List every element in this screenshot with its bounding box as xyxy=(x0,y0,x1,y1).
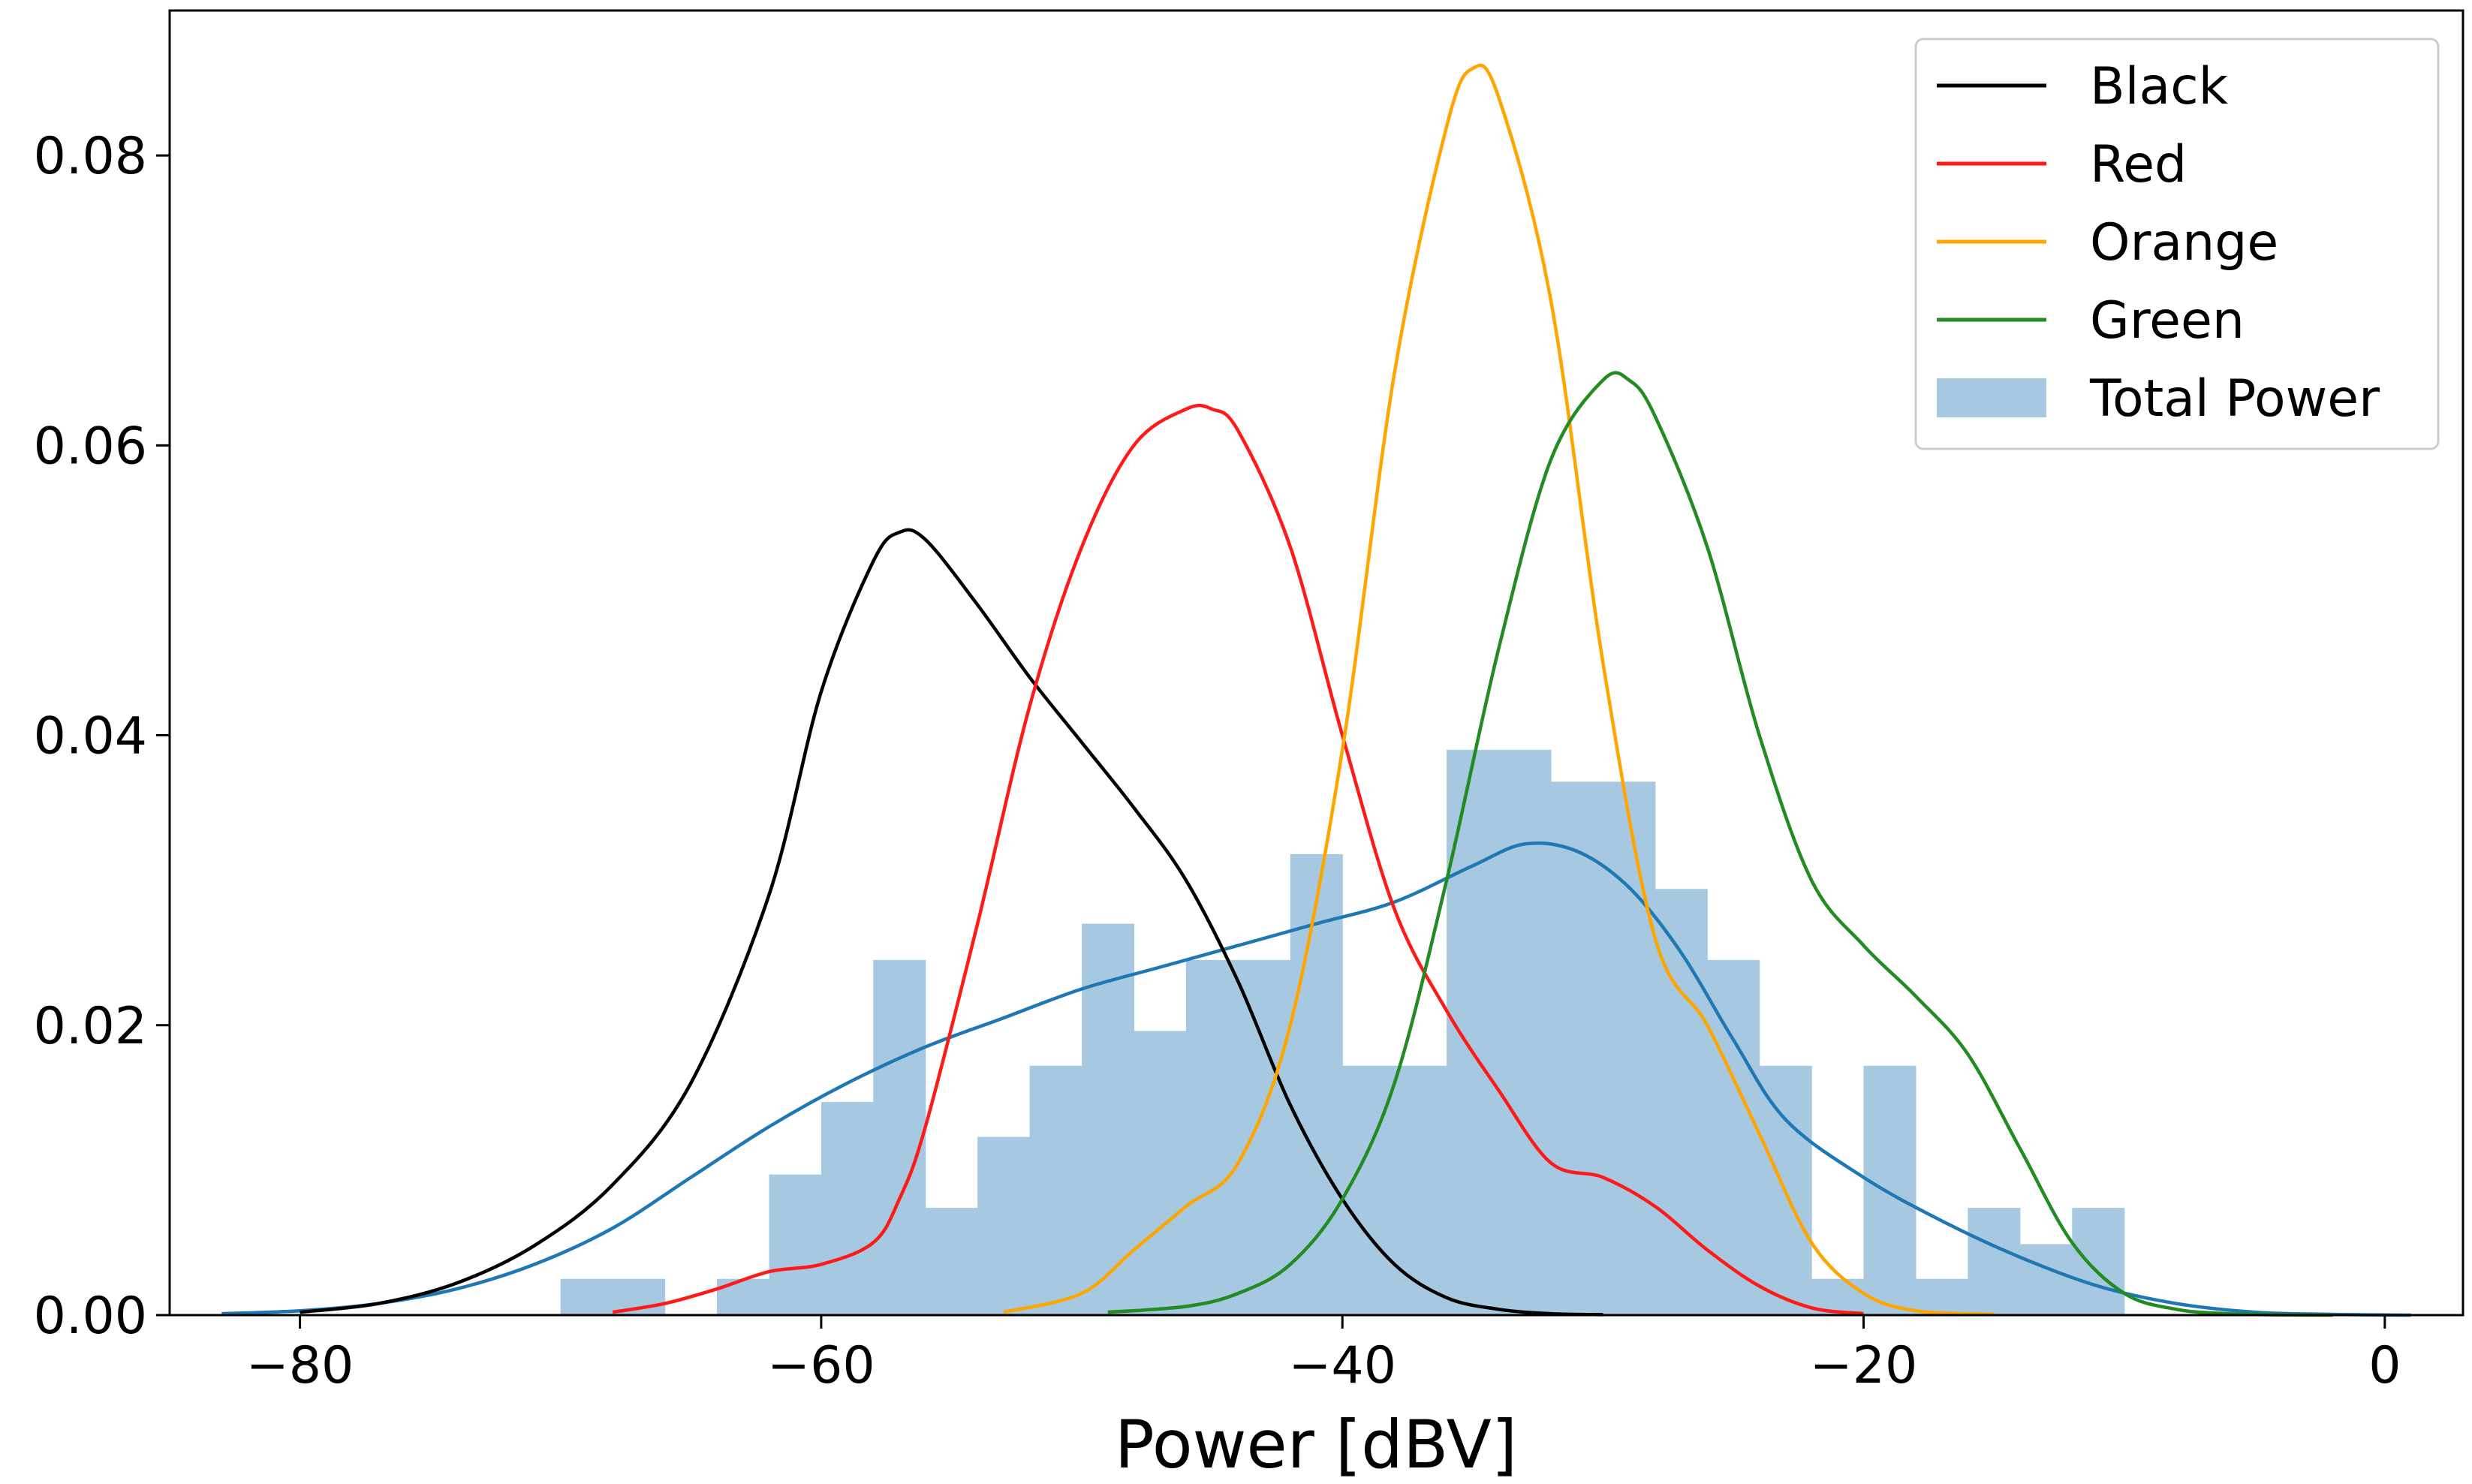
hist-bar xyxy=(1238,959,1291,1315)
y-axis: 0.00 0.02 0.04 0.06 0.08 xyxy=(34,127,170,1346)
hist-bar xyxy=(1863,1065,1916,1315)
y-tick-label: 0.08 xyxy=(34,127,147,186)
hist-bar xyxy=(1029,1065,1082,1315)
hist-bar xyxy=(1707,959,1760,1315)
x-tick-label: −40 xyxy=(1288,1336,1396,1395)
legend-swatch-total-power xyxy=(1937,378,2046,417)
y-tick-label: 0.06 xyxy=(34,417,147,476)
x-axis: −80 −60 −40 −20 0 xyxy=(246,1315,2401,1395)
hist-bar xyxy=(2019,1244,2073,1315)
orange-line xyxy=(1003,63,1995,1317)
hist-bar xyxy=(925,1208,978,1315)
legend-box xyxy=(1914,38,2440,450)
x-tick-label: −20 xyxy=(1810,1336,1918,1395)
hist-bar xyxy=(560,1278,613,1315)
legend-label-red: Red xyxy=(2090,135,2187,194)
legend-label-green: Green xyxy=(2090,291,2245,351)
hist-bar xyxy=(1185,959,1239,1315)
legend: Black Red Orange Green Total Power xyxy=(1914,38,2440,450)
hist-bar xyxy=(977,1136,1031,1315)
plot-frame xyxy=(168,9,2464,1317)
hist-bar xyxy=(1968,1208,2021,1315)
y-tick-label: 0.04 xyxy=(34,707,147,766)
hist-bar xyxy=(2072,1208,2125,1315)
legend-label-black: Black xyxy=(2090,57,2229,116)
hist-bar xyxy=(873,959,926,1315)
x-axis-label: Power [dBV] xyxy=(1115,1406,1517,1483)
hist-bar xyxy=(769,1174,822,1315)
hist-bar xyxy=(1603,781,1656,1315)
black-line xyxy=(300,528,1603,1317)
density-lines xyxy=(221,63,2411,1317)
legend-label-total-power: Total Power xyxy=(2089,369,2380,429)
y-tick-label: 0.00 xyxy=(34,1287,147,1346)
legend-label-orange: Orange xyxy=(2090,213,2278,272)
hist-bar xyxy=(1550,781,1603,1315)
hist-bar xyxy=(1394,1065,1447,1315)
green-line xyxy=(1107,371,2333,1317)
hist-bar xyxy=(717,1278,769,1315)
hist-bar xyxy=(1134,1031,1187,1315)
x-tick-label: −80 xyxy=(246,1336,354,1395)
hist-bar xyxy=(820,1102,874,1315)
hist-bar xyxy=(1498,749,1552,1315)
hist-bar xyxy=(1082,923,1135,1315)
red-line xyxy=(612,403,1864,1316)
x-tick-label: 0 xyxy=(2368,1336,2401,1395)
y-tick-label: 0.02 xyxy=(34,997,147,1056)
total-power-kde-line xyxy=(221,841,2411,1317)
x-tick-label: −60 xyxy=(767,1336,875,1395)
hist-bar xyxy=(1916,1278,1968,1315)
hist-bar xyxy=(1447,749,1500,1315)
